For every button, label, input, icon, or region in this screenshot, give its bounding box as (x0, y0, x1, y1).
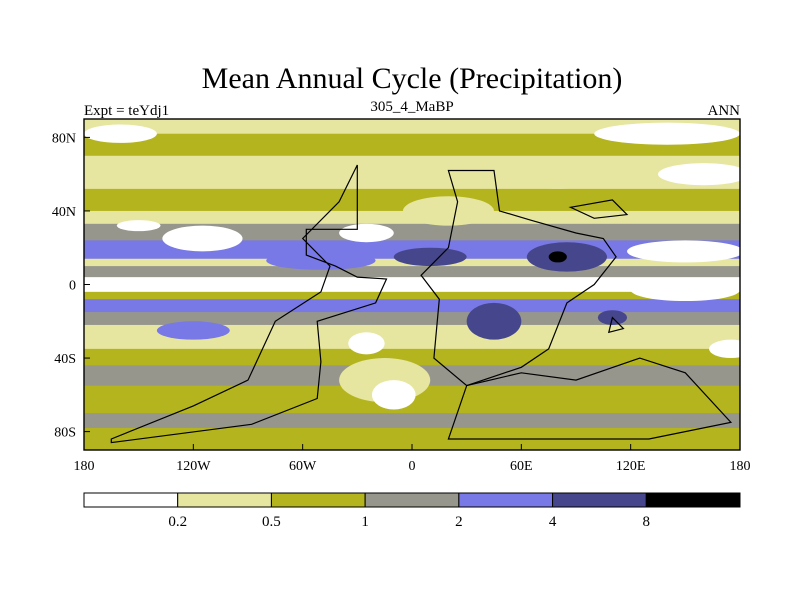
precip-feature-19 (709, 339, 740, 359)
zonal-band-18 (84, 427, 740, 450)
x-tick-label-5: 120E (616, 459, 646, 474)
colorbar-swatch-2 (270, 492, 366, 508)
zonal-band-8 (84, 266, 740, 278)
y-tick-label-2: 0 (69, 279, 76, 294)
x-tick-label-6: 180 (730, 459, 751, 474)
zonal-band-2 (84, 155, 740, 190)
colorbar-swatch-1 (177, 492, 272, 508)
chart-title: Mean Annual Cycle (Precipitation) (202, 62, 623, 95)
x-tick-label-3: 0 (409, 459, 416, 474)
precip-feature-0 (594, 122, 740, 145)
colorbar-level-5: 8 (643, 514, 651, 530)
x-tick-label-4: 60E (510, 459, 533, 474)
zonal-band-1 (84, 133, 740, 157)
precip-feature-9 (393, 247, 467, 267)
precip-feature-11 (548, 251, 567, 263)
precip-feature-18 (402, 196, 495, 226)
x-tick-label-2: 60W (289, 459, 317, 474)
precip-feature-6 (627, 240, 740, 263)
continent-outline-4 (607, 316, 625, 334)
period-label: 305_4_MaBP (370, 99, 453, 115)
continent-outline-0 (110, 164, 388, 444)
precip-feature-1 (84, 124, 157, 143)
zonal-band-17 (84, 413, 740, 429)
zonal-band-9 (84, 277, 740, 293)
colorbar-swatch-5 (552, 492, 647, 508)
continent-outline-1 (420, 169, 617, 387)
precip-feature-12 (466, 302, 522, 340)
continent-outline-3 (568, 199, 629, 219)
y-tick-label-4: 80S (54, 426, 76, 441)
colorbar-level-2: 1 (361, 514, 369, 530)
colorbar-level-0: 0.2 (168, 514, 187, 530)
precip-feature-16 (371, 380, 416, 410)
continent-outline-2 (447, 357, 733, 440)
latitude-axis: 80N 40N 0 40S 80S (52, 131, 90, 441)
precip-feature-7 (630, 278, 740, 302)
colorbar-swatch-6 (645, 492, 741, 508)
y-tick-label-1: 40N (52, 205, 76, 220)
precip-feature-5 (339, 223, 394, 243)
season-label: ANN (708, 103, 741, 119)
precipitation-field (84, 119, 740, 450)
colorbar-swatch-0 (83, 492, 179, 508)
precip-feature-17 (348, 332, 385, 355)
x-tick-label-0: 180 (74, 459, 95, 474)
precip-feature-20 (512, 159, 604, 189)
colorbar-level-1: 0.5 (262, 514, 281, 530)
x-tick-label-1: 120W (176, 459, 211, 474)
zonal-band-11 (84, 299, 740, 313)
precip-feature-14 (156, 321, 230, 340)
colorbar-level-4: 4 (549, 514, 557, 530)
precip-feature-10 (526, 242, 607, 272)
zonal-band-5 (84, 223, 740, 241)
precip-feature-4 (162, 225, 243, 252)
colorbar-swatch-4 (458, 492, 554, 508)
colorbar-swatch-3 (364, 492, 460, 508)
experiment-label: Expt = teYdj1 (84, 103, 169, 119)
precip-feature-3 (116, 220, 161, 232)
colorbar-level-3: 2 (455, 514, 463, 530)
y-tick-label-3: 40S (54, 352, 76, 367)
y-tick-label-0: 80N (52, 131, 76, 146)
zonal-band-14 (84, 348, 740, 366)
colorbar: 0.2 0.5 1 2 4 8 (83, 492, 741, 530)
zonal-band-10 (84, 291, 740, 300)
zonal-band-0 (84, 119, 740, 135)
continent-outlines (110, 164, 733, 444)
longitude-axis: 180 120W 60W 0 60E 120E 180 (74, 444, 751, 474)
precip-feature-2 (658, 163, 740, 186)
zonal-band-12 (84, 312, 740, 326)
